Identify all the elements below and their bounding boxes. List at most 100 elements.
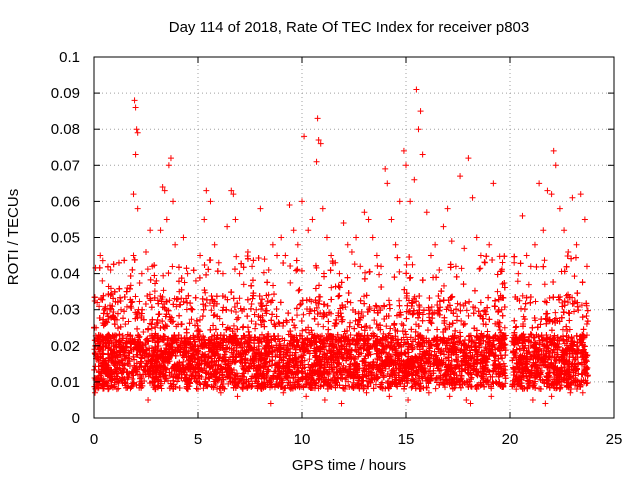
data-point [374,262,381,269]
data-point [160,272,167,279]
data-point [565,309,572,316]
data-point [287,279,294,286]
data-point [202,289,209,296]
data-point [361,293,368,300]
data-point [476,265,483,272]
data-point [351,261,358,268]
data-point [463,307,470,314]
data-point [315,321,322,328]
data-point [296,286,303,293]
data-point [566,326,573,333]
data-point [195,326,202,333]
data-point [465,312,472,319]
data-point [285,331,292,338]
data-point [396,268,403,275]
data-point [298,300,305,307]
data-point [448,294,455,301]
data-point [571,273,578,280]
data-point [108,305,115,312]
data-point [200,385,207,392]
data-point [140,329,147,336]
data-point [122,321,129,328]
data-point [371,317,378,324]
data-point [495,323,502,330]
data-point [514,278,521,285]
data-point [299,327,306,334]
data-point [432,385,439,392]
data-point [320,323,327,330]
data-point [173,303,180,310]
data-point [208,307,215,314]
data-point [458,265,465,272]
data-point [160,287,167,294]
data-point [328,284,335,291]
data-point [180,358,187,365]
data-point [396,297,403,304]
data-point [440,282,447,289]
data-point [519,292,526,299]
data-point [305,361,312,368]
data-point [373,303,380,310]
data-point [372,381,379,388]
data-point [127,282,134,289]
data-point [166,297,173,304]
data-point [347,319,354,326]
data-point [546,295,553,302]
data-point [541,257,548,264]
data-point [306,356,313,363]
data-point [362,269,369,276]
chart-title: Day 114 of 2018, Rate Of TEC Index for r… [169,19,529,36]
data-point [138,355,145,362]
data-point [454,300,461,307]
data-point [428,303,435,310]
data-point [261,318,268,325]
data-point [252,325,259,332]
data-point [300,311,307,318]
data-point [115,385,122,392]
data-point [125,318,132,325]
data-points [91,86,591,407]
data-point [169,263,176,270]
data-point [294,312,301,319]
data-point [306,296,313,303]
data-point [295,287,302,294]
data-point [559,326,566,333]
data-point [373,370,380,377]
data-point [477,265,484,272]
data-point [188,316,195,323]
data-point [122,379,129,386]
data-point [525,281,532,288]
data-point [147,320,154,327]
data-point [270,282,277,289]
data-point [228,307,235,314]
data-point [136,298,143,305]
data-point [151,288,158,295]
data-point [500,360,507,367]
data-point [202,376,209,383]
data-point [403,261,410,268]
data-point [136,280,143,287]
data-point [347,332,354,339]
data-point [366,335,373,342]
data-point [458,318,465,325]
data-point [408,384,415,391]
data-point [275,319,282,326]
data-point [385,297,392,304]
data-point [194,379,201,386]
data-point [236,295,243,302]
data-point [347,299,354,306]
data-point [105,283,112,290]
data-point [135,334,142,341]
data-point [173,323,180,330]
data-point [248,301,255,308]
data-point [541,281,548,288]
data-point [248,318,255,325]
data-point [457,301,464,308]
data-point [383,323,390,330]
data-point [376,271,383,278]
data-point [233,253,240,260]
data-point [552,309,559,316]
data-point [144,266,151,273]
data-point [532,298,539,305]
